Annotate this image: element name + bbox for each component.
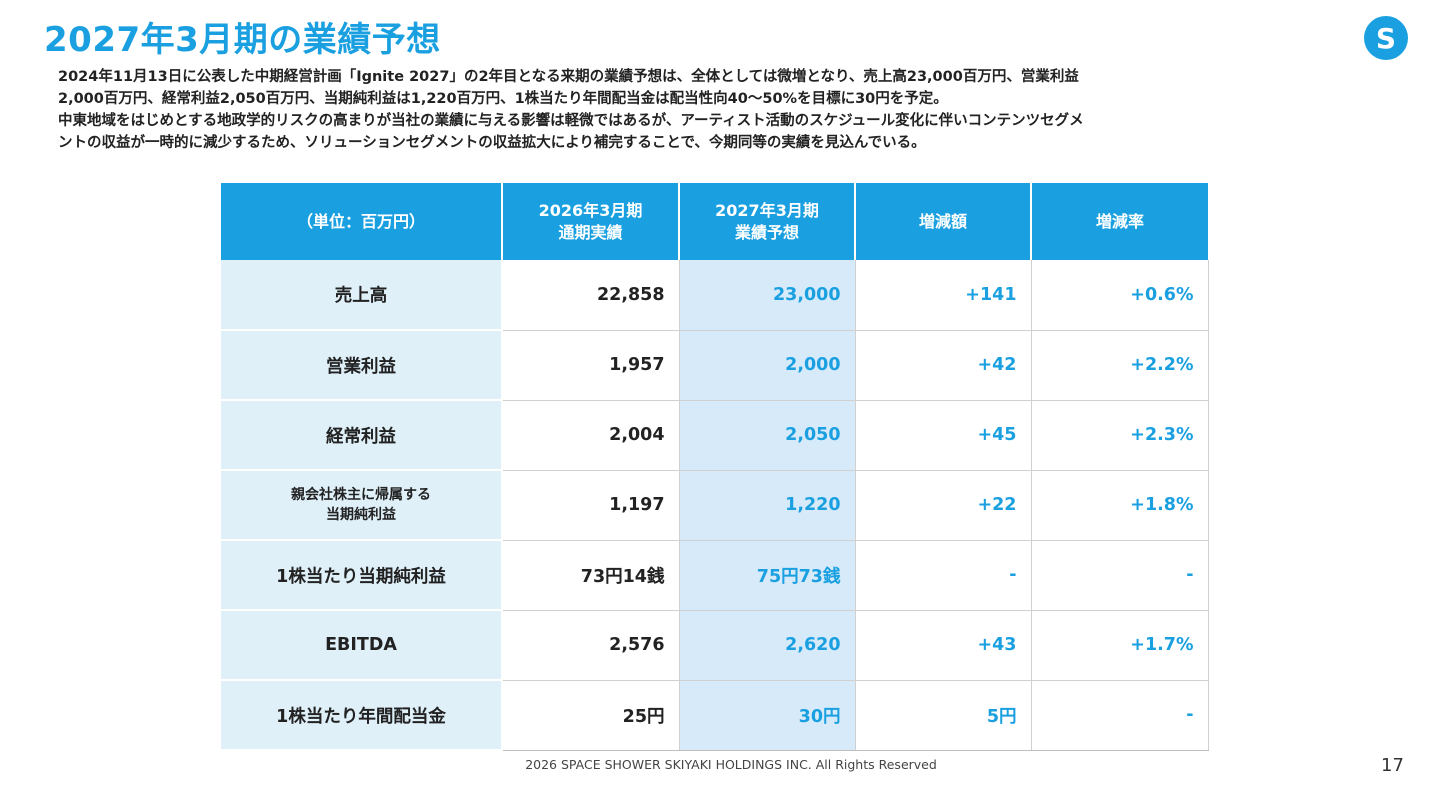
- lead-line: 2,000百万円、経常利益2,050百万円、当期純利益は1,220百万円、1株当…: [58, 91, 948, 107]
- copyright-footer: 2026 SPACE SHOWER SKIYAKI HOLDINGS INC. …: [525, 757, 937, 772]
- table-row: 1株当たり当期純利益 73円14銭 75円73銭 - -: [221, 540, 1209, 611]
- cell-forecast: 1,220: [679, 470, 856, 541]
- cell-change: +43: [855, 610, 1032, 681]
- lead-line: 中東地域をはじめとする地政学的リスクの高まりが当社の業績に与える影響は軽微ではあ…: [58, 113, 1084, 129]
- page-title: 2027年3月期の業績予想: [44, 20, 441, 60]
- table-row: EBITDA 2,576 2,620 +43 +1.7%: [221, 610, 1209, 681]
- cell-rate: -: [1031, 680, 1209, 751]
- lead-line: ントの収益が一時的に減少するため、ソリューションセグメントの収益拡大により補完す…: [58, 135, 926, 151]
- row-label: 経常利益: [221, 400, 503, 471]
- header-actual-line2: 通期実績: [558, 222, 623, 242]
- cell-rate: +1.7%: [1031, 610, 1209, 681]
- cell-forecast: 75円73銭: [679, 540, 856, 611]
- cell-actual: 25円: [502, 680, 680, 751]
- cell-change: +45: [855, 400, 1032, 471]
- table-row: 1株当たり年間配当金 25円 30円 5円 -: [221, 680, 1209, 751]
- row-label: EBITDA: [221, 610, 503, 681]
- page-number: 17: [1381, 755, 1404, 776]
- cell-forecast: 2,050: [679, 400, 856, 471]
- header-unit: （単位：百万円）: [221, 183, 503, 260]
- cell-actual: 2,004: [502, 400, 680, 471]
- forecast-table: （単位：百万円） 2026年3月期 通期実績 2027年3月期 業績予想 増減額…: [221, 183, 1209, 751]
- row-label: 1株当たり年間配当金: [221, 680, 503, 751]
- lead-line: 2024年11月13日に公表した中期経営計画「Ignite 2027」の2年目と…: [58, 69, 1079, 85]
- row-label: 売上高: [221, 260, 503, 331]
- cell-change: -: [855, 540, 1032, 611]
- row-label: 親会社株主に帰属する 当期純利益: [221, 470, 503, 541]
- row-label-line1: 親会社株主に帰属する: [291, 487, 431, 503]
- header-actual-line1: 2026年3月期: [538, 200, 643, 220]
- company-logo-icon: S: [1364, 16, 1408, 60]
- lead-paragraph: 2024年11月13日に公表した中期経営計画「Ignite 2027」の2年目と…: [58, 66, 1348, 154]
- cell-rate: +0.6%: [1031, 260, 1209, 331]
- header-forecast-line1: 2027年3月期: [715, 200, 819, 220]
- cell-forecast: 30円: [679, 680, 856, 751]
- header-forecast-line2: 業績予想: [734, 222, 799, 242]
- cell-actual: 1,957: [502, 330, 680, 401]
- table-row: 営業利益 1,957 2,000 +42 +2.2%: [221, 330, 1209, 401]
- row-label-line2: 当期純利益: [326, 507, 396, 523]
- cell-actual: 2,576: [502, 610, 680, 681]
- table-row: 親会社株主に帰属する 当期純利益 1,197 1,220 +22 +1.8%: [221, 470, 1209, 541]
- cell-rate: -: [1031, 540, 1209, 611]
- cell-actual: 1,197: [502, 470, 680, 541]
- row-label: 1株当たり当期純利益: [221, 540, 503, 611]
- table-header-row: （単位：百万円） 2026年3月期 通期実績 2027年3月期 業績予想 増減額…: [221, 183, 1208, 260]
- table-row: 売上高 22,858 23,000 +141 +0.6%: [221, 260, 1209, 331]
- cell-actual: 73円14銭: [502, 540, 680, 611]
- cell-rate: +2.3%: [1031, 400, 1209, 471]
- cell-forecast: 2,000: [679, 330, 856, 401]
- cell-rate: +2.2%: [1031, 330, 1209, 401]
- cell-change: +22: [855, 470, 1032, 541]
- cell-change: +42: [855, 330, 1032, 401]
- cell-change: 5円: [855, 680, 1032, 751]
- header-rate: 増減率: [1031, 183, 1208, 260]
- cell-forecast: 2,620: [679, 610, 856, 681]
- cell-rate: +1.8%: [1031, 470, 1209, 541]
- cell-change: +141: [855, 260, 1032, 331]
- table-row: 経常利益 2,004 2,050 +45 +2.3%: [221, 400, 1209, 471]
- cell-actual: 22,858: [502, 260, 680, 331]
- row-label: 営業利益: [221, 330, 503, 401]
- header-change: 増減額: [855, 183, 1032, 260]
- header-actual: 2026年3月期 通期実績: [502, 183, 680, 260]
- cell-forecast: 23,000: [679, 260, 856, 331]
- header-forecast: 2027年3月期 業績予想: [679, 183, 856, 260]
